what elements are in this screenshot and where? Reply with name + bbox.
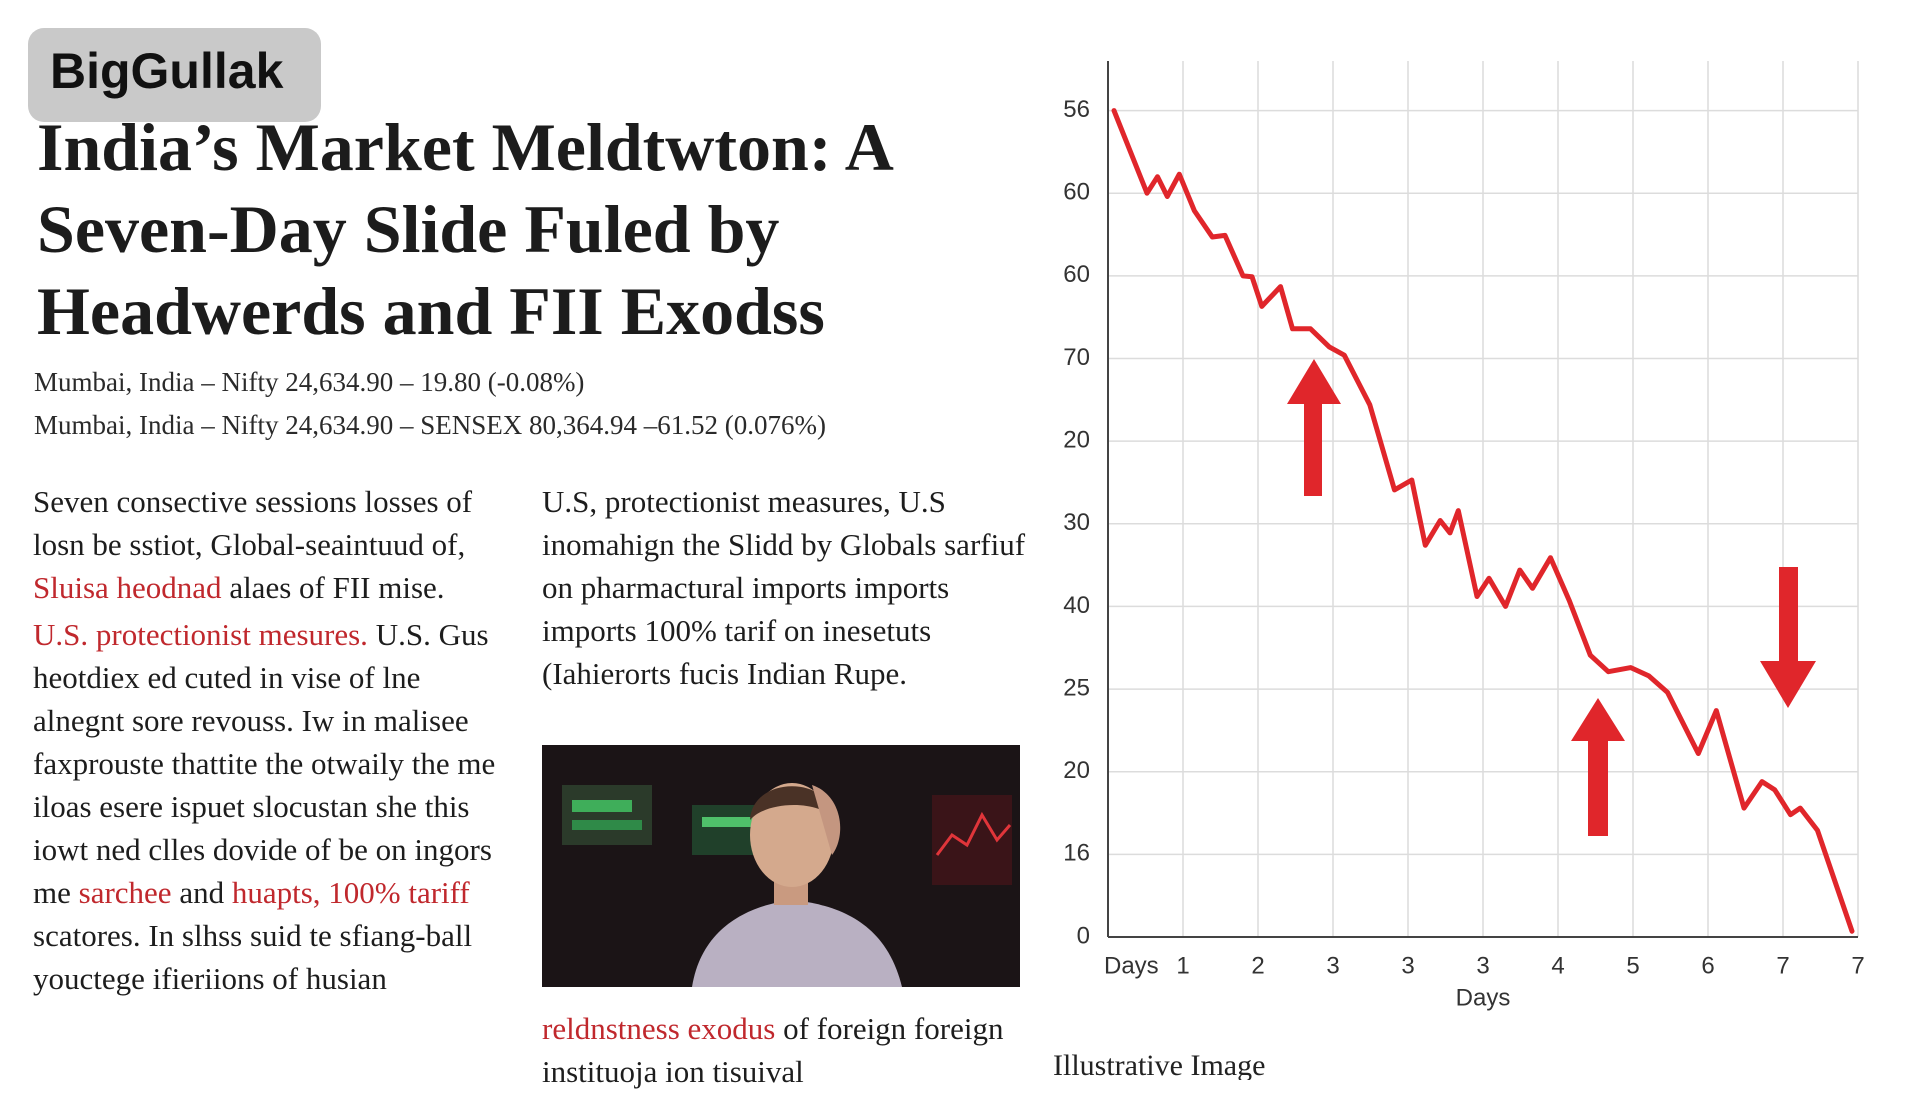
article-photo	[542, 745, 1020, 987]
y-tick-label: 0	[1077, 922, 1090, 949]
arrow-down	[1760, 567, 1816, 708]
x-tick-label: 7	[1776, 952, 1789, 979]
brand-logo[interactable]: BigGullak	[28, 28, 321, 122]
text: and	[179, 875, 225, 910]
highlight: reldnstness exodus	[542, 1011, 776, 1046]
highlight: Sluisa heodnad	[33, 570, 222, 605]
middle-column: U.S, protectionist measures, U.S inomahi…	[542, 480, 1026, 699]
y-tick-label: 16	[1063, 840, 1090, 867]
y-tick-label: 30	[1063, 509, 1090, 536]
x-tick-label: 5	[1626, 952, 1639, 979]
chart: Illustrative Image 016202540302070606056…	[1053, 61, 1865, 1080]
text: scatores. In slhss suid te sfiang-ball y…	[33, 918, 473, 996]
highlight: U.S. protectionist mesures.	[33, 617, 368, 652]
paragraph: Seven consective sessions losses of losn…	[33, 480, 513, 609]
image-caption: Illustrative Image	[1053, 1049, 1265, 1080]
headline-line: Seven-Day Slide Fuled by	[37, 191, 780, 267]
x-tick-label: 3	[1326, 952, 1339, 979]
x-tick-label: 2	[1251, 952, 1264, 979]
y-tick-label: 25	[1063, 674, 1090, 701]
subtitle: Mumbai, India – Nifty 24,634.90 – 19.80 …	[34, 361, 826, 447]
middle-column-bottom: reldnstness exodus of foreign foreign in…	[542, 1007, 1032, 1093]
x-tick-label: 3	[1401, 952, 1414, 979]
arrow-up	[1287, 359, 1341, 496]
y-tick-label: 40	[1063, 592, 1090, 619]
highlight: huapts, 100% tariff	[231, 875, 470, 910]
y-tick-label: 60	[1063, 261, 1090, 288]
y-tick-label: 60	[1063, 179, 1090, 206]
paragraph: U.S. protectionist mesures. U.S. Gus heo…	[33, 613, 513, 1000]
x-tick-label: 7	[1851, 952, 1864, 979]
text: alaes of FII mise.	[229, 570, 445, 605]
highlight: sarchee	[78, 875, 172, 910]
y-tick-label: 20	[1063, 426, 1090, 453]
x-axis-label: Days	[1456, 984, 1511, 1011]
subtitle-line: Mumbai, India – Nifty 24,634.90 – 19.80 …	[34, 367, 585, 397]
text: U.S. Gus heotdiex ed cuted in vise of ln…	[33, 617, 496, 910]
x-tick-label: Days	[1104, 952, 1159, 979]
subtitle-line: Mumbai, India – Nifty 24,634.90 – SENSEX…	[34, 410, 826, 440]
y-tick-label: 56	[1063, 96, 1090, 123]
headline: India’s Market Meldtwton: A Seven-Day Sl…	[37, 106, 894, 352]
headline-line: Headwerds and FII Exodss	[37, 273, 825, 349]
paragraph: U.S, protectionist measures, U.S inomahi…	[542, 484, 1026, 691]
text: Seven consective sessions losses of losn…	[33, 484, 473, 562]
price-line	[1111, 108, 1855, 934]
y-tick-label: 70	[1063, 344, 1090, 371]
x-tick-label: 6	[1701, 952, 1714, 979]
arrow-up	[1571, 698, 1625, 836]
x-tick-label: 1	[1176, 952, 1189, 979]
x-tick-label: 3	[1476, 952, 1489, 979]
x-tick-label: 4	[1551, 952, 1564, 979]
left-column: Seven consective sessions losses of losn…	[33, 480, 513, 1004]
y-tick-label: 20	[1063, 757, 1090, 784]
